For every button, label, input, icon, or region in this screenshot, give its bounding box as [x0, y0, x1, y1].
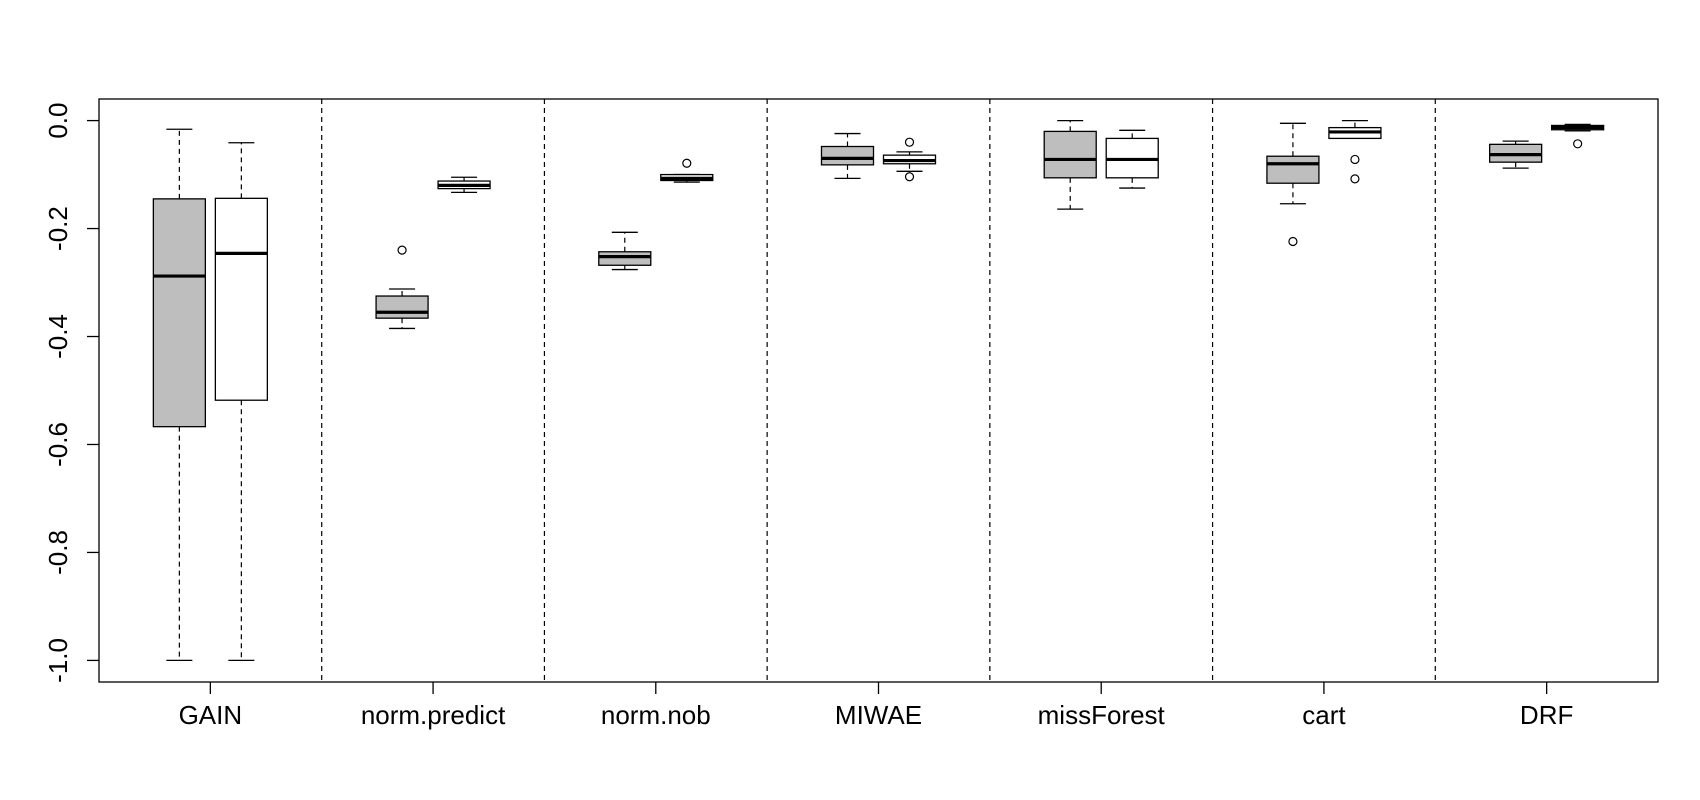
x-tick-label: cart: [1302, 700, 1346, 730]
x-tick-label: norm.predict: [361, 700, 506, 730]
y-tick-label: -0.8: [43, 530, 73, 575]
outlier-point: [904, 172, 915, 182]
x-tick-label: norm.nob: [601, 700, 711, 730]
outlier-point: [1573, 139, 1583, 149]
outlier-point: [904, 137, 915, 147]
y-tick-label: -0.4: [43, 314, 73, 359]
outlier-point: [682, 158, 692, 168]
box-iqr: [1043, 130, 1097, 179]
box-iqr: [598, 251, 652, 266]
x-tick-label: missForest: [1038, 700, 1166, 730]
x-tick-label: DRF: [1520, 700, 1573, 730]
plot-area: 0.0 -0.2 -0.4 -0.6 -0.8 -1.0 GAIN norm.predict n…: [43, 98, 1659, 730]
outlier-point: [397, 245, 407, 255]
y-tick-label: -1.0: [43, 638, 73, 683]
x-tick-label: MIWAE: [835, 700, 922, 730]
box-iqr: [214, 197, 269, 401]
box-iqr: [375, 295, 429, 319]
plot-frame: [98, 98, 1659, 683]
outlier-point: [1350, 154, 1360, 165]
y-tick-label: -0.6: [43, 422, 73, 467]
box-iqr: [820, 145, 875, 166]
x-tick-label: GAIN: [179, 700, 243, 730]
y-tick-label: -0.2: [43, 206, 73, 251]
y-tick-label: 0.0: [43, 103, 73, 139]
box-iqr: [152, 198, 207, 428]
outlier-point: [1288, 236, 1298, 247]
outlier-point: [1350, 174, 1360, 184]
box-iqr: [1266, 155, 1320, 184]
